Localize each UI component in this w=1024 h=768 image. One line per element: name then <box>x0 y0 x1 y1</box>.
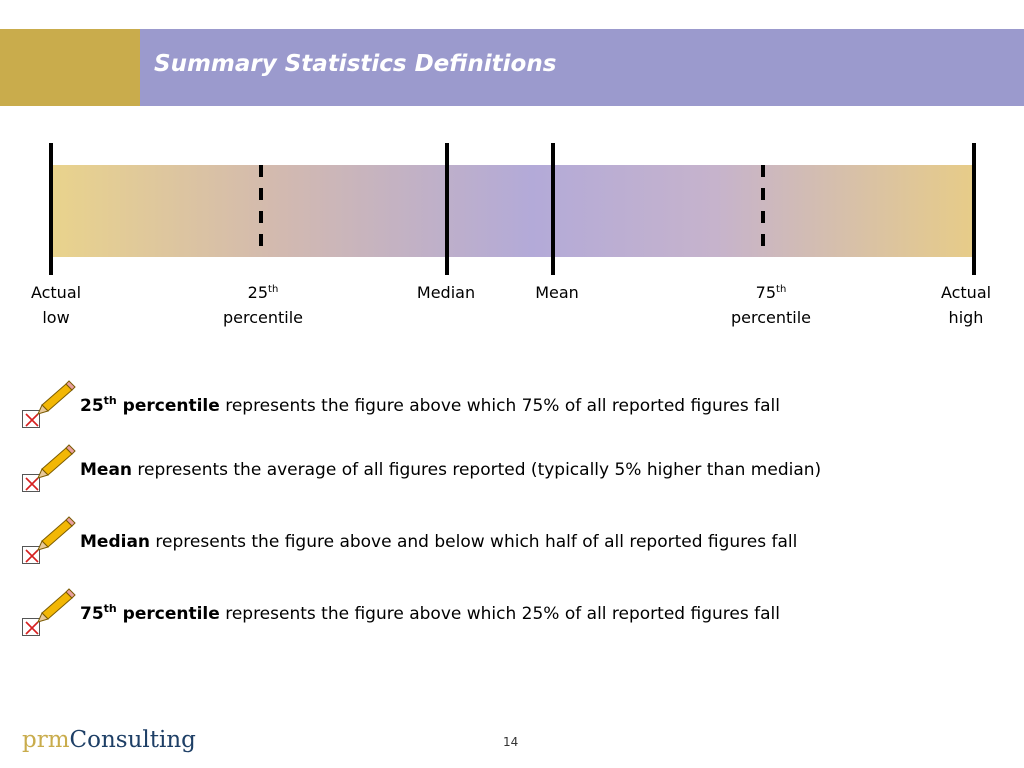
pencil-icon <box>37 380 76 415</box>
marker-label-75th-percentile: 75th percentile <box>730 283 812 327</box>
marker-25th-percentile-line <box>259 165 263 257</box>
definition-item: Mean represents the average of all figur… <box>22 444 1012 492</box>
marker-label-median: Median <box>416 283 476 302</box>
range-gradient-bar <box>52 165 974 257</box>
pencil-icon <box>37 444 76 479</box>
marker-label-mean: Mean <box>535 283 579 302</box>
checkbox-icon <box>22 474 40 492</box>
header-gold-block <box>0 29 140 106</box>
marker-actual-high-line <box>972 143 976 275</box>
definition-item: 75th percentile represents the figure ab… <box>22 588 1012 636</box>
definition-text: Median represents the figure above and b… <box>80 532 798 552</box>
slide-title: Summary Statistics Definitions <box>154 51 557 77</box>
definition-item: Median represents the figure above and b… <box>22 516 1012 564</box>
checkbox-icon <box>22 410 40 428</box>
header-title-band: Summary Statistics Definitions <box>140 29 1024 106</box>
marker-label-actual-high: Actual high <box>940 283 992 327</box>
definition-term: Mean <box>80 460 133 480</box>
checkbox-icon <box>22 546 40 564</box>
pencil-icon <box>37 516 76 551</box>
definition-text: Mean represents the average of all figur… <box>80 460 822 480</box>
marker-mean-line <box>551 143 555 275</box>
marker-label-25th-percentile: 25th percentile <box>222 283 304 327</box>
pencil-icon <box>37 588 76 623</box>
marker-75th-percentile-line <box>761 165 765 257</box>
definition-term: 25th percentile <box>80 394 220 416</box>
definition-text: 25th percentile represents the figure ab… <box>80 394 780 416</box>
definition-item: 25th percentile represents the figure ab… <box>22 380 1012 428</box>
prm-consulting-logo: prmConsulting <box>22 727 196 753</box>
definition-term: Median <box>80 532 151 552</box>
checkbox-icon <box>22 618 40 636</box>
definition-term: 75th percentile <box>80 602 220 624</box>
definition-text: 75th percentile represents the figure ab… <box>80 602 780 624</box>
marker-label-actual-low: Actual low <box>30 283 82 327</box>
marker-median-line <box>445 143 449 275</box>
marker-actual-low-line <box>49 143 53 275</box>
page-number: 14 <box>503 735 519 749</box>
